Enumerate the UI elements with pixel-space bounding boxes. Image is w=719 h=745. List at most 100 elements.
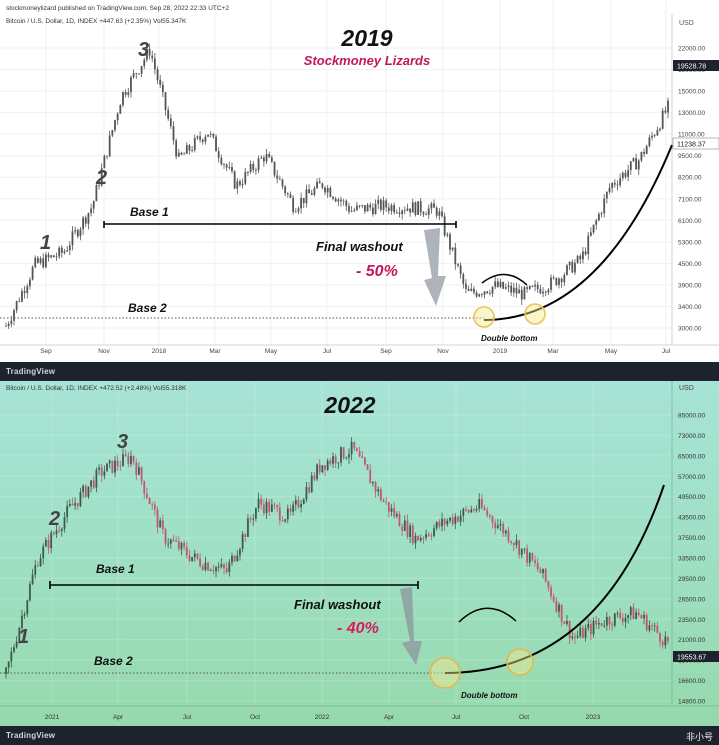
candle-body [87, 213, 90, 224]
candle-body [302, 197, 305, 204]
candle-body [592, 224, 595, 233]
candle-body [255, 169, 257, 171]
candle-body [146, 493, 148, 499]
candle-body [37, 565, 39, 567]
candle-body [316, 181, 318, 189]
candle-body [233, 171, 236, 189]
candle-body [486, 510, 489, 516]
candle-body [262, 504, 265, 514]
candle-body [289, 194, 292, 198]
candle-body [68, 245, 71, 251]
candle-body [90, 208, 92, 214]
candle-body [231, 555, 233, 563]
candle-body [494, 522, 497, 529]
candle-body [589, 232, 592, 236]
candle-body [15, 301, 18, 311]
bottom-circle-1 [473, 306, 495, 328]
candle-body [161, 84, 164, 93]
candle-body [74, 503, 77, 506]
down-arrow [400, 587, 422, 665]
candle-body [95, 185, 98, 202]
candle-body [470, 288, 473, 291]
candle-body [278, 507, 281, 521]
candle-body [659, 128, 661, 131]
candle-body [13, 310, 15, 321]
candle-body [518, 540, 521, 555]
candle-body [167, 110, 170, 119]
recovery-curve [483, 144, 673, 321]
candle-body [326, 187, 329, 193]
candle-body [143, 59, 146, 67]
candle-body [653, 135, 656, 137]
y-tick-label: 15000.00 [678, 89, 705, 96]
candle-body [82, 485, 85, 492]
candle-body [488, 293, 491, 294]
candle-body [558, 278, 560, 285]
drop-label: - 50% [356, 263, 398, 280]
candle-body [7, 323, 10, 327]
candle-body [632, 607, 635, 620]
candle-body [119, 465, 122, 467]
candle-body [201, 566, 204, 570]
candle-body [228, 167, 231, 168]
candle-body [499, 523, 502, 526]
candle-body [140, 66, 143, 74]
x-tick-labels: Sep Nov 2018 Mar May Jul Sep Nov 2019 Mar May Jul [40, 348, 670, 355]
candle-body [273, 504, 276, 506]
candle-body [600, 623, 603, 626]
candle-body [313, 475, 316, 480]
candle-body [185, 547, 188, 556]
candle-body [371, 482, 374, 484]
candle-body [483, 291, 486, 295]
candle-body [499, 281, 502, 287]
candle-body [223, 164, 225, 166]
candle-body [478, 294, 481, 297]
candle-body [547, 581, 550, 588]
candle-body [605, 616, 608, 626]
drop-label: - 40% [337, 620, 379, 637]
candle-body [379, 199, 382, 210]
candle-body [504, 530, 507, 534]
candle-body [595, 620, 598, 625]
base2-label: Base 2 [128, 301, 167, 315]
candle-body [417, 201, 419, 215]
candle-body [629, 161, 632, 171]
candle-body [574, 636, 576, 638]
candle-body [26, 600, 29, 615]
y-tick-label: 37500.00 [678, 535, 705, 542]
candle-body [656, 130, 659, 136]
candle-body [308, 487, 310, 493]
candle-body [568, 621, 571, 639]
candle-body [571, 636, 574, 639]
candle-body [398, 513, 401, 527]
y-tick-label: 13000.00 [678, 110, 705, 117]
candle-body [534, 560, 536, 563]
candle-body [58, 530, 61, 532]
candle-body [92, 480, 95, 488]
candle-body [180, 152, 183, 155]
candle-body [21, 615, 23, 628]
candle-body [39, 258, 42, 263]
candle-body [329, 187, 332, 197]
candle-body [247, 518, 249, 537]
candle-body [220, 564, 223, 567]
candle-body [534, 284, 536, 287]
candle-body [98, 185, 100, 186]
candle-body [451, 517, 454, 524]
candle-body [76, 503, 79, 507]
candle-body [47, 540, 50, 549]
candle-body [555, 601, 558, 612]
candle-body [382, 200, 385, 210]
candle-body [337, 462, 340, 464]
candle-body [5, 325, 7, 327]
y-tick-label: 6100.00 [678, 218, 702, 225]
y-tick-label: 5300.00 [678, 239, 702, 246]
candle-body [262, 157, 265, 162]
candle-body [239, 181, 241, 185]
candle-body [294, 211, 297, 213]
candle-body [201, 139, 204, 142]
candle-body [276, 175, 279, 179]
candle-body [159, 520, 162, 528]
candle-body [637, 160, 640, 170]
candle-body [193, 138, 196, 151]
